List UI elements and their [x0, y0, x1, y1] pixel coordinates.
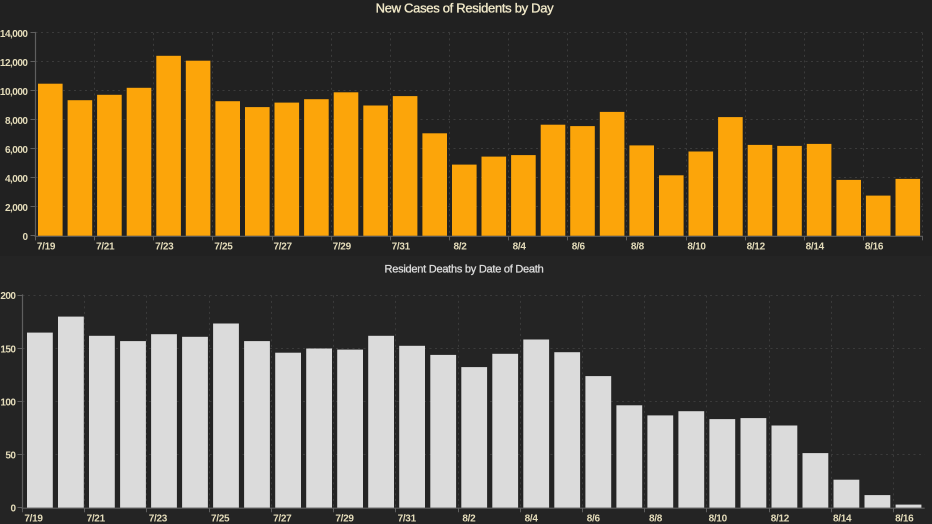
svg-text:7/31: 7/31 [392, 242, 411, 253]
svg-text:8/14: 8/14 [833, 513, 852, 524]
svg-text:8/6: 8/6 [587, 513, 601, 524]
svg-text:8/16: 8/16 [865, 242, 884, 253]
svg-text:0: 0 [10, 504, 16, 515]
svg-text:8/2: 8/2 [462, 513, 476, 524]
svg-text:8/8: 8/8 [631, 242, 645, 253]
svg-text:7/27: 7/27 [273, 242, 292, 253]
svg-text:6,000: 6,000 [5, 145, 28, 156]
svg-text:8/4: 8/4 [513, 242, 527, 253]
svg-text:7/19: 7/19 [24, 513, 43, 524]
svg-text:7/21: 7/21 [96, 242, 115, 253]
svg-text:7/23: 7/23 [149, 513, 168, 524]
svg-text:14,000: 14,000 [0, 29, 28, 40]
svg-text:8/8: 8/8 [649, 513, 663, 524]
svg-text:50: 50 [5, 451, 16, 462]
svg-text:8/4: 8/4 [525, 513, 539, 524]
svg-text:8/2: 8/2 [453, 242, 467, 253]
svg-text:8,000: 8,000 [5, 116, 28, 127]
svg-text:8/6: 8/6 [572, 242, 586, 253]
svg-text:7/29: 7/29 [333, 242, 352, 253]
svg-text:8/12: 8/12 [771, 513, 790, 524]
svg-text:7/25: 7/25 [211, 513, 230, 524]
svg-text:7/19: 7/19 [37, 242, 56, 253]
svg-text:7/27: 7/27 [273, 513, 292, 524]
svg-text:2,000: 2,000 [5, 203, 28, 214]
svg-text:150: 150 [0, 344, 16, 355]
svg-text:7/25: 7/25 [214, 242, 233, 253]
svg-text:8/12: 8/12 [747, 242, 766, 253]
svg-text:Resident Deaths by Date of Dea: Resident Deaths by Date of Death [385, 264, 544, 276]
svg-text:10,000: 10,000 [0, 87, 28, 98]
svg-text:7/21: 7/21 [87, 513, 106, 524]
svg-text:7/31: 7/31 [398, 513, 417, 524]
svg-text:New Cases of Residents by Day: New Cases of Residents by Day [376, 0, 555, 15]
svg-text:0: 0 [22, 232, 28, 243]
svg-text:8/16: 8/16 [895, 513, 914, 524]
svg-text:8/14: 8/14 [806, 242, 825, 253]
svg-text:7/23: 7/23 [155, 242, 174, 253]
svg-text:4,000: 4,000 [5, 174, 28, 185]
svg-text:200: 200 [0, 291, 16, 302]
svg-text:8/10: 8/10 [709, 513, 728, 524]
svg-text:12,000: 12,000 [0, 58, 28, 69]
svg-text:8/10: 8/10 [687, 242, 706, 253]
svg-text:100: 100 [0, 397, 16, 408]
svg-text:7/29: 7/29 [335, 513, 354, 524]
